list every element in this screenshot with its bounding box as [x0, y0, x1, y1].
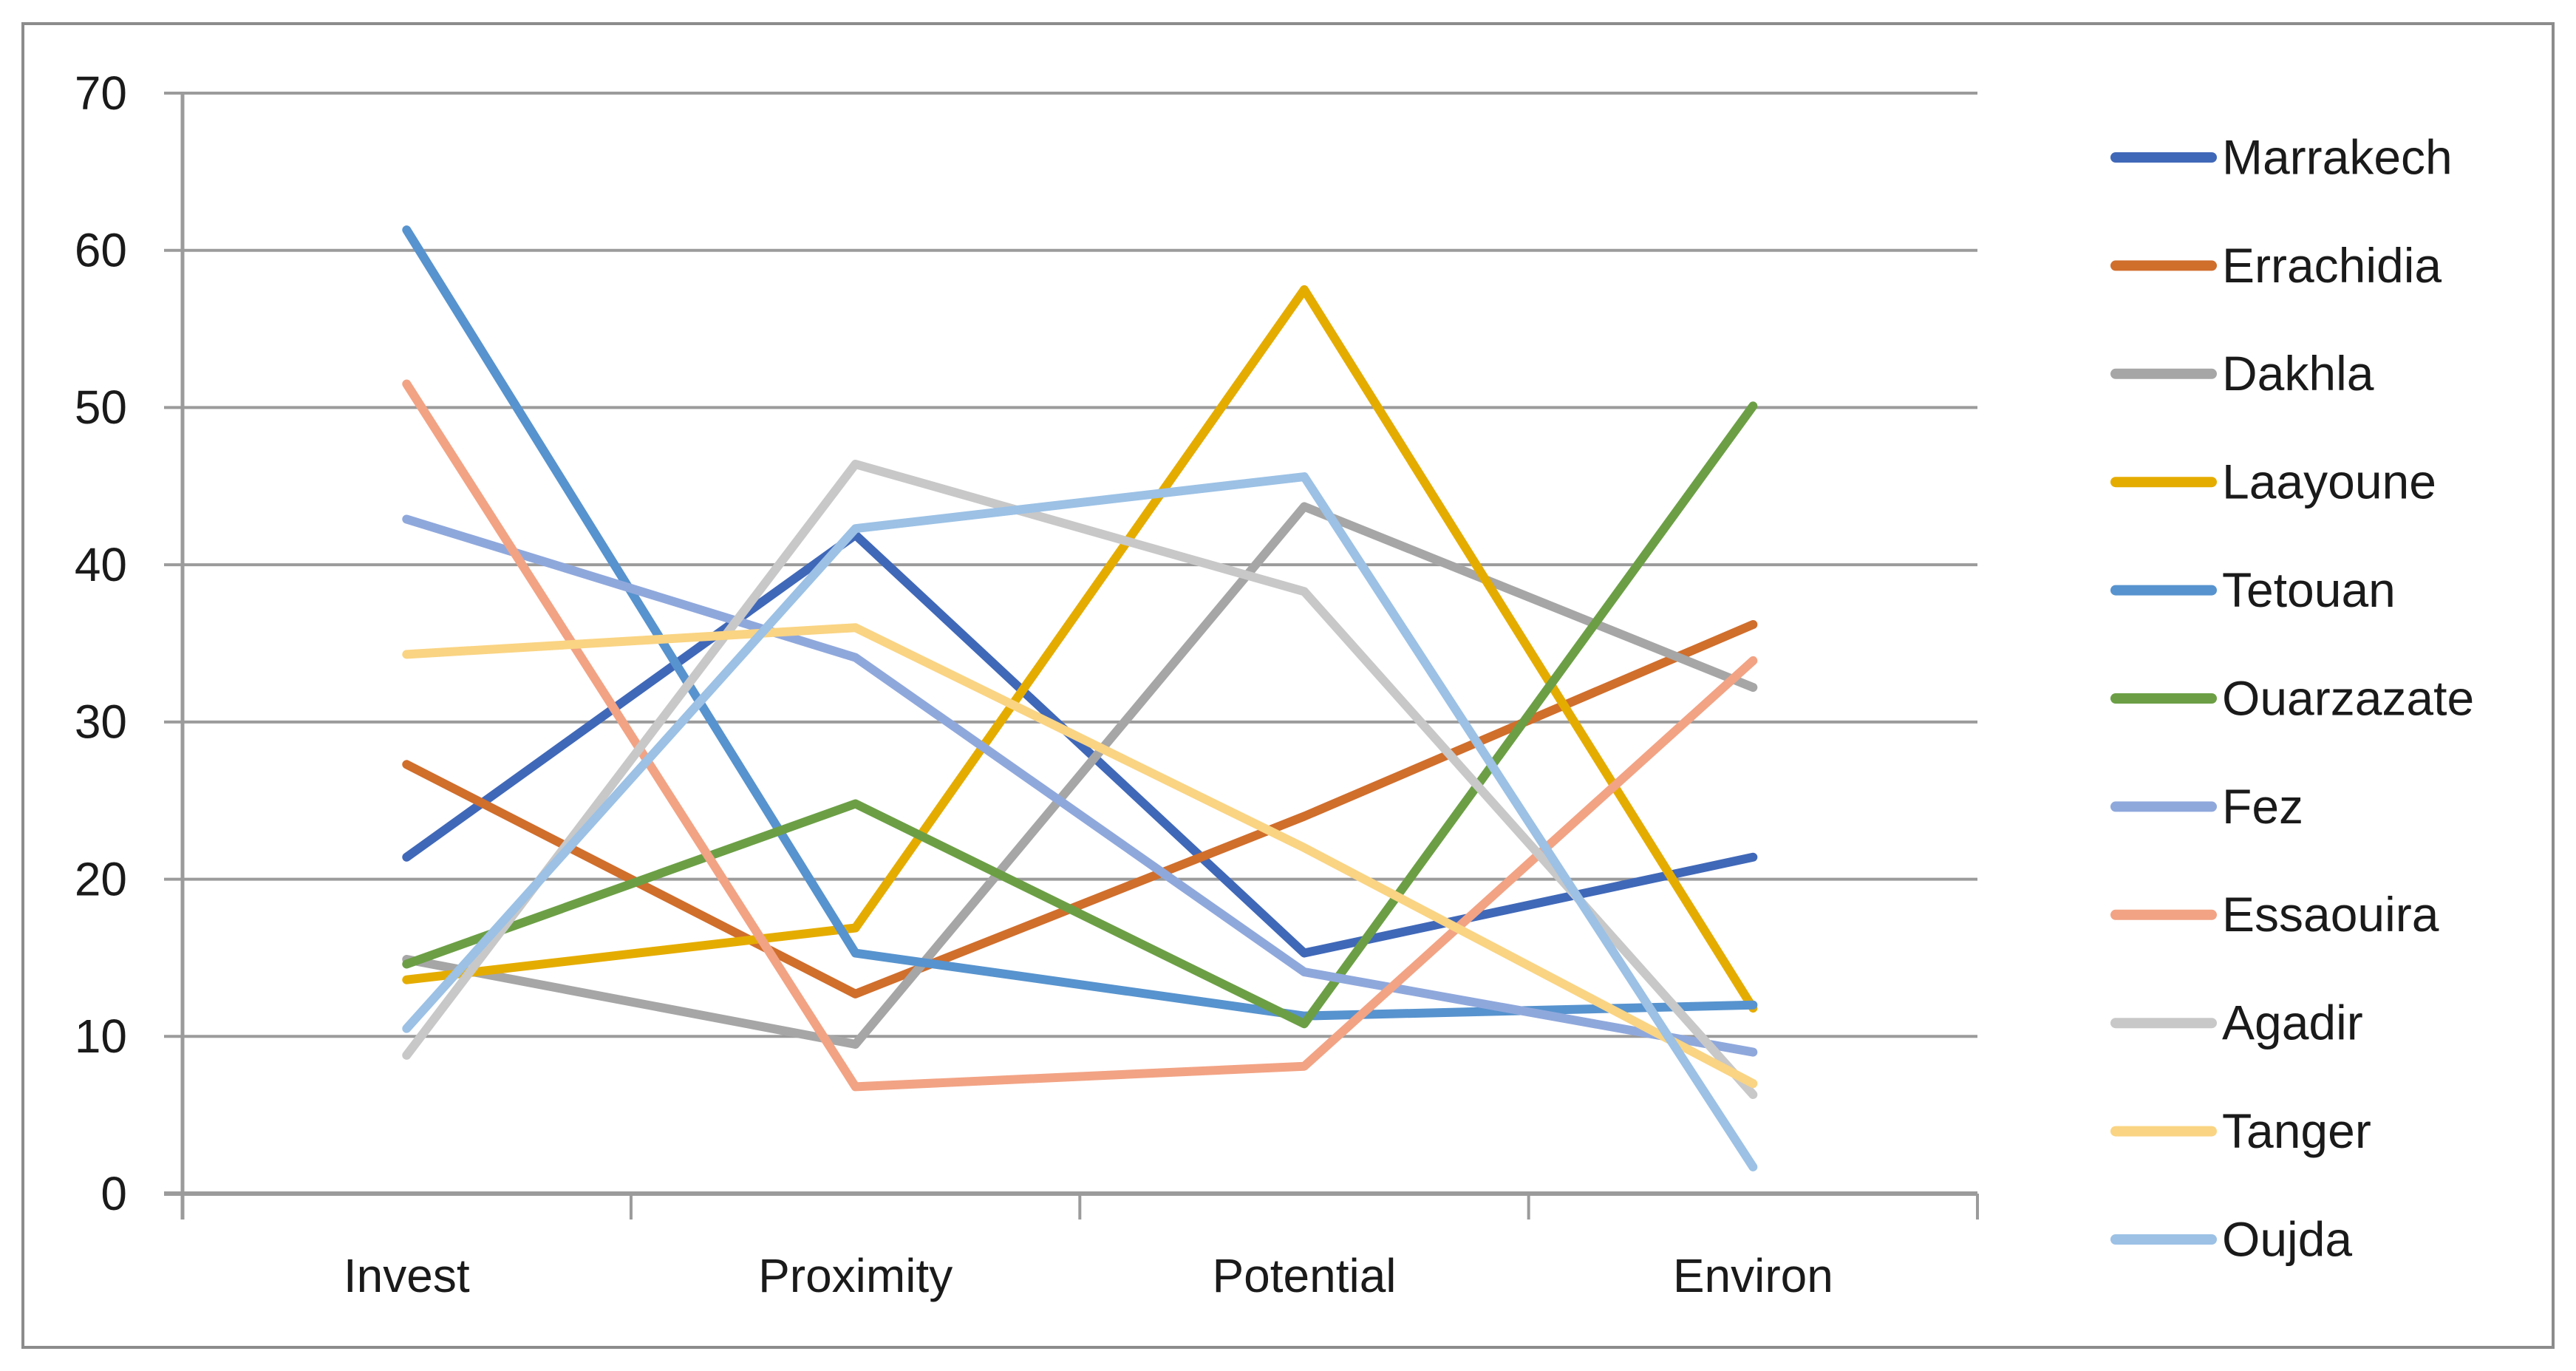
x-category-label-potential: Potential [1212, 1249, 1396, 1302]
x-axis-labels: Invest Proximity Potential Environ [344, 1249, 1833, 1302]
axes [180, 93, 1979, 1219]
legend-label-oujda: Oujda [2222, 1211, 2352, 1266]
legend-item-tetouan: Tetouan [2110, 562, 2396, 617]
chart-border [21, 22, 2555, 1349]
series-line-marrakech [402, 530, 1758, 958]
legend-item-marrakech: Marrakech [2110, 129, 2453, 184]
y-axis-labels: 0 10 20 30 40 50 60 70 [75, 67, 127, 1220]
series-line-dakhla [402, 502, 1758, 1049]
series-lines [402, 225, 1758, 1171]
legend-label-essaouira: Essaouira [2222, 887, 2439, 942]
legend-label-fez: Fez [2222, 779, 2303, 834]
legend-item-laayoune: Laayoune [2110, 455, 2436, 509]
legend-label-tanger: Tanger [2222, 1103, 2371, 1158]
legend-label-agadir: Agadir [2222, 996, 2363, 1050]
series-line-ouarzazate [402, 401, 1758, 1029]
series-line-oujda [402, 472, 1758, 1171]
x-category-label-environ: Environ [1673, 1249, 1833, 1302]
y-tick-label-40: 40 [75, 538, 127, 591]
legend-label-ouarzazate: Ouarzazate [2222, 670, 2474, 725]
legend-item-dakhla: Dakhla [2110, 346, 2374, 401]
series-line-fez [402, 514, 1758, 1057]
legend-item-essaouira: Essaouira [2110, 887, 2439, 942]
gridlines [164, 92, 1977, 1196]
series-line-agadir [402, 460, 1758, 1099]
y-tick-label-30: 30 [75, 695, 127, 749]
y-tick-label-10: 10 [75, 1010, 127, 1063]
legend-label-laayoune: Laayoune [2222, 455, 2436, 509]
legend-item-fez: Fez [2110, 779, 2303, 834]
legend: Marrakech Errachidia Dakhla Laayoune Tetouan… [2110, 129, 2474, 1266]
legend-item-agadir: Agadir [2110, 996, 2363, 1050]
series-line-laayoune [402, 285, 1758, 1013]
legend-item-tanger: Tanger [2110, 1103, 2371, 1158]
x-category-label-invest: Invest [344, 1249, 470, 1302]
legend-label-errachidia: Errachidia [2222, 238, 2442, 293]
x-category-label-proximity: Proximity [758, 1249, 953, 1302]
y-tick-label-20: 20 [75, 852, 127, 905]
legend-item-errachidia: Errachidia [2110, 238, 2442, 293]
y-tick-label-60: 60 [75, 223, 127, 276]
y-tick-label-50: 50 [75, 381, 127, 434]
series-line-tanger [402, 623, 1758, 1089]
legend-item-oujda: Oujda [2110, 1211, 2352, 1266]
y-tick-label-0: 0 [100, 1167, 127, 1220]
legend-label-tetouan: Tetouan [2222, 562, 2396, 617]
y-tick-label-70: 70 [75, 67, 127, 120]
legend-item-ouarzazate: Ouarzazate [2110, 670, 2474, 725]
legend-label-dakhla: Dakhla [2222, 346, 2374, 401]
series-line-essaouira [402, 379, 1758, 1092]
legend-label-marrakech: Marrakech [2222, 129, 2453, 184]
